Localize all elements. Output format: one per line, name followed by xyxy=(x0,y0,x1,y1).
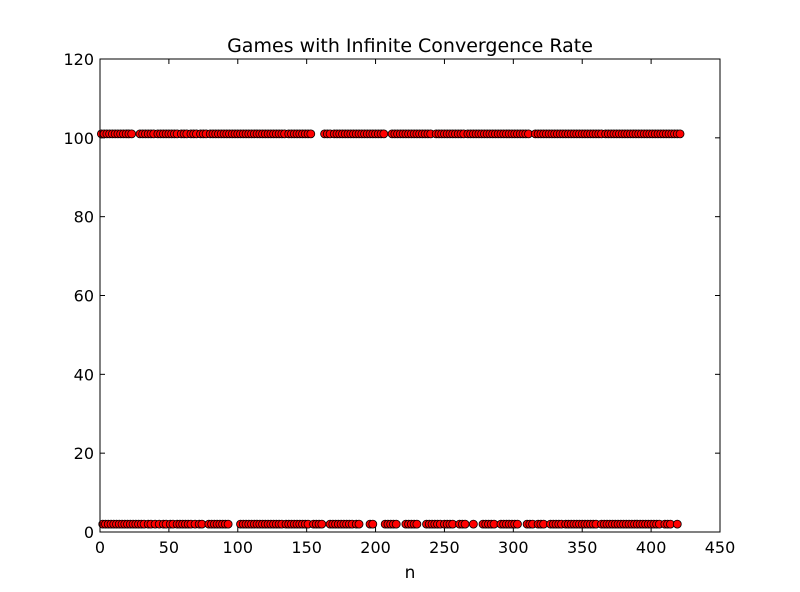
data-point xyxy=(675,129,685,139)
data-point xyxy=(391,519,401,529)
y-tick-label: 60 xyxy=(74,287,94,306)
data-point xyxy=(672,519,682,529)
data-point xyxy=(412,519,422,529)
y-tick-label: 120 xyxy=(63,50,94,69)
y-tick-label: 20 xyxy=(74,444,94,463)
data-points xyxy=(96,129,685,529)
data-point xyxy=(127,129,137,139)
x-tick-label: 50 xyxy=(159,538,179,557)
chart-title: Games with Infinite Convergence Rate xyxy=(227,35,593,57)
data-point xyxy=(460,519,470,529)
x-tick-label: 450 xyxy=(705,538,736,557)
y-tick-label: 100 xyxy=(63,129,94,148)
data-point xyxy=(513,519,522,529)
data-point xyxy=(468,519,478,529)
data-point xyxy=(379,129,389,139)
data-point xyxy=(354,519,364,529)
y-tick-label: 40 xyxy=(74,365,94,384)
x-tick-label: 250 xyxy=(429,538,460,557)
axis-ticks: 0 50 100 150 200 250 300 350 400 450 0 20 40 60 80 100 1… xyxy=(63,50,735,557)
x-tick-label: 350 xyxy=(567,538,598,557)
x-tick-label: 400 xyxy=(636,538,667,557)
x-tick-label: 100 xyxy=(223,538,254,557)
y-tick-label: 80 xyxy=(74,208,94,227)
plot-area-frame xyxy=(99,58,721,533)
x-tick-label: 300 xyxy=(498,538,529,557)
x-axis-label: n xyxy=(405,563,416,583)
data-point xyxy=(223,519,233,529)
data-point xyxy=(368,519,378,529)
x-tick-label: 150 xyxy=(291,538,322,557)
x-tick-label: 0 xyxy=(95,538,105,557)
y-tick-label: 0 xyxy=(84,523,94,542)
data-point xyxy=(317,519,327,529)
x-tick-label: 200 xyxy=(360,538,391,557)
data-point xyxy=(306,129,316,139)
